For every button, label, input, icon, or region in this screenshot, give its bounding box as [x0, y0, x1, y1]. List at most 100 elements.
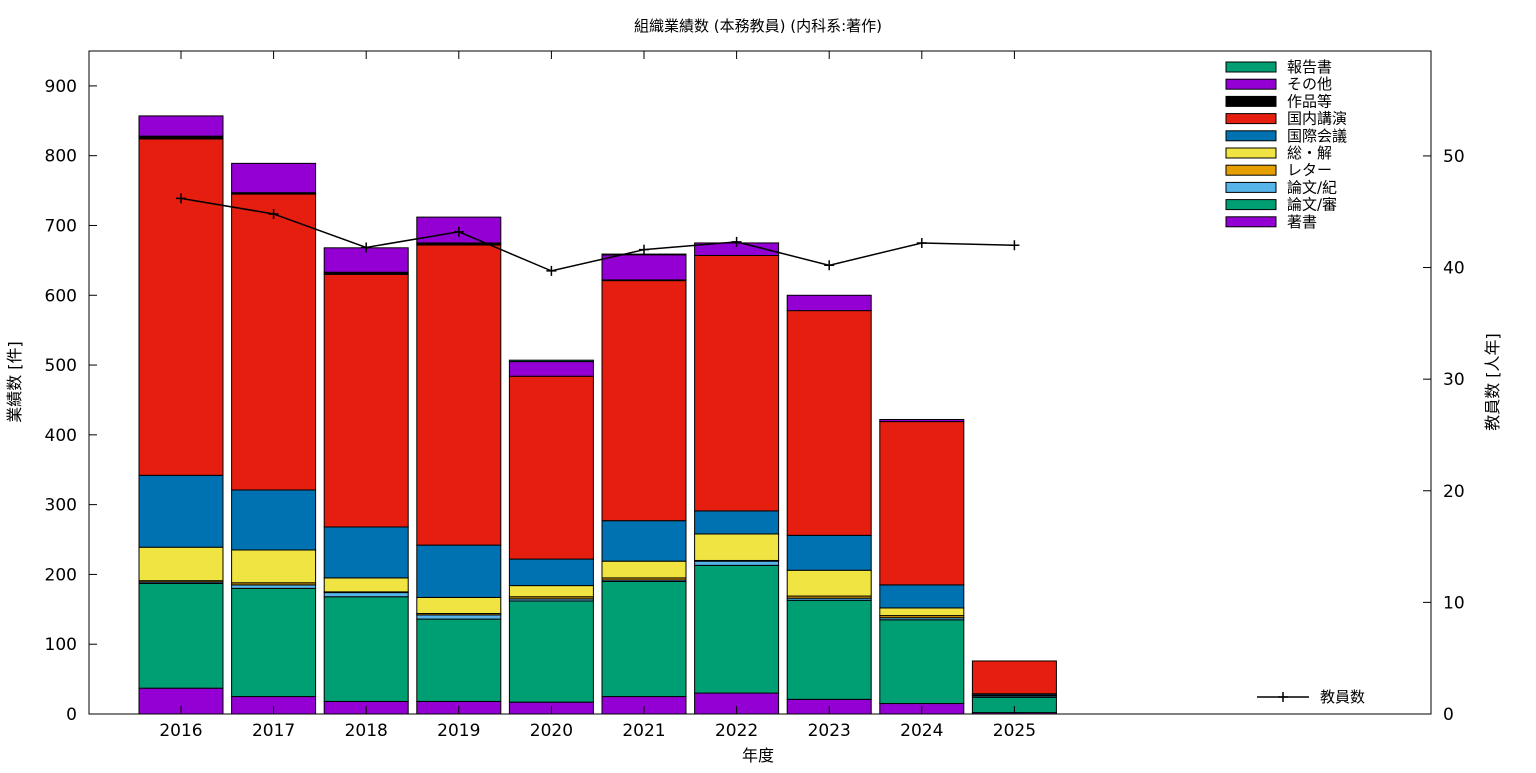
legend-label: 論文/紀	[1287, 178, 1337, 196]
x-tick-label: 2017	[252, 721, 295, 741]
y2-tick-label: 20	[1443, 482, 1465, 502]
bar-segment-2020-5	[508, 585, 594, 598]
legend-swatch	[1225, 130, 1277, 142]
y2-tick-label: 0	[1443, 705, 1454, 725]
bar-segment-2020-7	[508, 375, 594, 560]
bar-segment-2019-7	[416, 244, 502, 546]
y-tick-label: 700	[45, 216, 77, 236]
legend-swatch	[1225, 78, 1277, 90]
legend-label: 国内講演	[1287, 110, 1347, 128]
bar-segment-2017-5	[231, 549, 317, 584]
y-tick-label: 900	[45, 77, 77, 97]
bar-segment-2017-3	[231, 584, 317, 589]
y-tick-label: 500	[45, 356, 77, 376]
bar-segment-2019-3	[416, 614, 502, 620]
bar-segment-2024-2	[879, 619, 965, 705]
legend-label: 国際会議	[1287, 127, 1347, 145]
x-tick-label: 2020	[530, 721, 573, 741]
x-tick-label: 2018	[345, 721, 388, 741]
legend-swatch	[1225, 181, 1277, 193]
bar-segment-2023-6	[786, 534, 872, 571]
x-tick-label: 2023	[808, 721, 851, 741]
bar-segment-2016-6	[138, 474, 224, 548]
bar-segment-2018-6	[323, 526, 409, 579]
legend-label: その他	[1287, 75, 1332, 93]
bar-segment-2019-5	[416, 596, 502, 615]
bar-segment-2022-6	[694, 510, 780, 535]
bar-segment-2017-2	[231, 587, 317, 698]
y-tick-label: 600	[45, 286, 77, 306]
faculty-line	[180, 197, 1015, 272]
bar-segment-2024-7	[879, 421, 965, 586]
y-tick-label: 400	[45, 426, 77, 446]
faculty-point-2023	[824, 260, 835, 271]
line-layer	[176, 193, 1020, 276]
legend-swatch	[1225, 147, 1277, 159]
y2-tick-label: 30	[1443, 370, 1465, 390]
bar-segment-2021-5	[601, 560, 687, 579]
legend-swatch	[1225, 61, 1277, 73]
bar-segment-2022-2	[694, 564, 780, 694]
bar-segment-2022-5	[694, 533, 780, 561]
y2-tick-label: 10	[1443, 593, 1465, 613]
x-tick-label: 2021	[622, 721, 665, 741]
bar-segment-2021-7	[601, 280, 687, 522]
bar-segment-2016-2	[138, 582, 224, 689]
legend-swatch	[1225, 164, 1277, 176]
chart-title: 組織業績数 (本務教員) (内科系:著作)	[634, 17, 882, 35]
faculty-point-2022	[731, 236, 742, 247]
faculty-point-2016	[176, 193, 186, 204]
bar-segment-2016-7	[138, 138, 224, 476]
bar-segment-2018-7	[323, 273, 409, 528]
bar-segment-2020-6	[508, 558, 594, 587]
legend-swatch	[1225, 113, 1277, 125]
bar-segment-2024-5	[879, 607, 965, 617]
bar-segment-2025-7	[971, 660, 1057, 695]
faculty-point-2025	[1009, 240, 1020, 251]
faculty-point-2019	[453, 226, 464, 237]
bar-segment-2024-9	[879, 418, 965, 423]
legend-label: 報告書	[1287, 58, 1332, 76]
x-axis-label: 年度	[742, 746, 774, 765]
x-tick-label: 2016	[159, 721, 202, 741]
bars-layer	[138, 115, 1057, 715]
faculty-point-2017	[268, 208, 279, 219]
bar-segment-2021-6	[601, 520, 687, 562]
legend-label: 著書	[1287, 213, 1317, 231]
bar-segment-2017-6	[231, 489, 317, 551]
x-tick-label: 2022	[715, 721, 758, 741]
y-tick-label: 0	[66, 705, 77, 725]
bar-segment-2023-2	[786, 599, 872, 700]
bar-segment-2018-2	[323, 596, 409, 702]
faculty-point-2021	[639, 244, 649, 255]
bar-segment-2023-7	[786, 310, 872, 536]
axes-layer: 0 100 200 300 400 500 600 700 800 900 0 10 20 30 40 50 2…	[45, 51, 1465, 741]
bar-segment-2021-2	[601, 580, 687, 698]
bar-segment-2021-9	[601, 254, 687, 281]
bar-segment-2022-7	[694, 254, 780, 512]
legend-label: 論文/審	[1287, 196, 1337, 214]
bar-segment-2017-9	[231, 162, 317, 194]
y-tick-label: 100	[45, 635, 77, 655]
x-tick-label: 2025	[993, 721, 1036, 741]
bar-segment-2020-2	[508, 600, 594, 703]
bar-segment-2020-9	[508, 361, 594, 377]
bar-segment-2019-6	[416, 544, 502, 598]
bar-segment-2016-5	[138, 546, 224, 582]
bar-segment-2023-9	[786, 294, 872, 312]
bar-segment-2017-7	[231, 193, 317, 491]
y-tick-label: 800	[45, 147, 77, 167]
legend-swatch	[1225, 216, 1277, 228]
y2-axis-label: 教員数 [人年]	[1483, 333, 1502, 431]
x-tick-label: 2024	[900, 721, 943, 741]
legend-label: 作品等	[1287, 92, 1332, 110]
bar-segment-2020-10	[508, 359, 594, 363]
bar-segment-2018-3	[323, 592, 409, 598]
x-tick-label: 2019	[437, 721, 480, 741]
legend-label: レター	[1287, 161, 1332, 179]
y-tick-label: 300	[45, 496, 77, 516]
bar-segment-2016-9	[138, 115, 224, 137]
y-tick-label: 200	[45, 565, 77, 585]
faculty-point-2020	[546, 265, 557, 276]
